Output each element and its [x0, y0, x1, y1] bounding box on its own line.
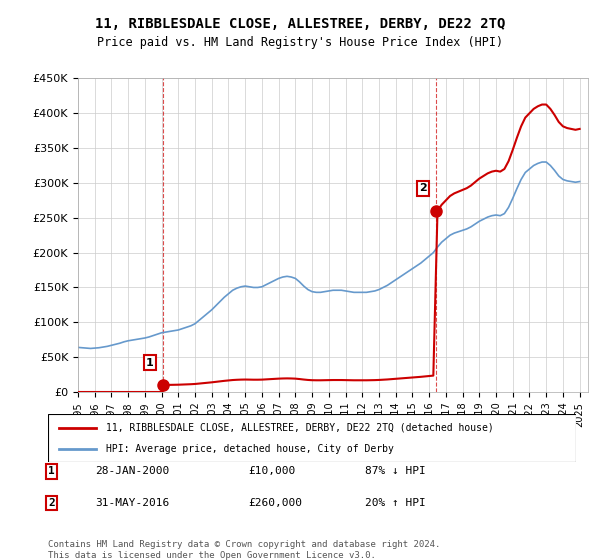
Text: 1: 1 — [48, 466, 55, 477]
Text: 1: 1 — [146, 357, 154, 367]
Text: £260,000: £260,000 — [248, 498, 302, 508]
Text: Contains HM Land Registry data © Crown copyright and database right 2024.
This d: Contains HM Land Registry data © Crown c… — [48, 540, 440, 560]
Text: £10,000: £10,000 — [248, 466, 296, 477]
Text: 20% ↑ HPI: 20% ↑ HPI — [365, 498, 425, 508]
Text: HPI: Average price, detached house, City of Derby: HPI: Average price, detached house, City… — [106, 444, 394, 454]
FancyBboxPatch shape — [48, 414, 576, 462]
Text: 2: 2 — [48, 498, 55, 508]
Text: 11, RIBBLESDALE CLOSE, ALLESTREE, DERBY, DE22 2TQ (detached house): 11, RIBBLESDALE CLOSE, ALLESTREE, DERBY,… — [106, 423, 494, 433]
Text: Price paid vs. HM Land Registry's House Price Index (HPI): Price paid vs. HM Land Registry's House … — [97, 36, 503, 49]
Text: 31-MAY-2016: 31-MAY-2016 — [95, 498, 170, 508]
Text: 87% ↓ HPI: 87% ↓ HPI — [365, 466, 425, 477]
Text: 2: 2 — [419, 183, 427, 193]
Text: 28-JAN-2000: 28-JAN-2000 — [95, 466, 170, 477]
Text: 11, RIBBLESDALE CLOSE, ALLESTREE, DERBY, DE22 2TQ: 11, RIBBLESDALE CLOSE, ALLESTREE, DERBY,… — [95, 17, 505, 31]
